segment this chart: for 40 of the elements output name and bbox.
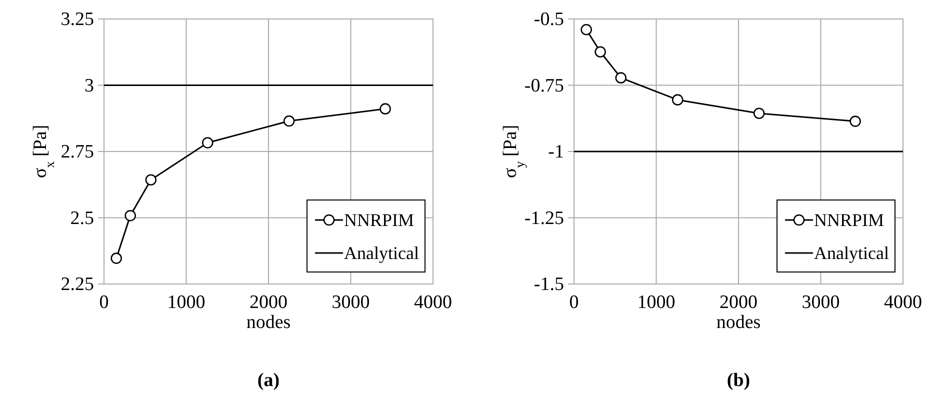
x-tick-label: 2000 [720, 292, 758, 313]
y-tick-label: 3 [84, 75, 94, 96]
x-axis-title: nodes [246, 312, 291, 333]
y-tick-label: 2.5 [70, 208, 94, 229]
x-tick-label: 4000 [414, 292, 452, 313]
y-tick-label: -1.5 [534, 274, 564, 295]
x-tick-label: 3000 [332, 292, 370, 313]
point [594, 46, 606, 58]
point [672, 94, 684, 106]
point [580, 24, 592, 36]
y-tick-label: -1 [548, 142, 564, 162]
x-axis-title: nodes [716, 312, 761, 333]
y-tick-label: 3.25 [60, 9, 94, 30]
x-tick-label: 0 [569, 292, 579, 313]
x-tick-label: 0 [99, 292, 109, 313]
point [202, 137, 214, 148]
point [380, 103, 391, 114]
x-tick-label: 3000 [802, 292, 840, 313]
point [145, 174, 157, 186]
point [753, 108, 765, 119]
point [124, 210, 136, 222]
point [110, 252, 122, 264]
y-tick-label: -1.25 [524, 208, 564, 229]
legend-label: NNRPIM [814, 210, 884, 230]
legend-label: Analytical [344, 243, 419, 263]
text: (b) [726, 370, 750, 391]
point [850, 116, 861, 127]
x-tick-label: 1000 [637, 292, 676, 313]
point [615, 72, 627, 84]
x-tick-label: 2000 [250, 292, 288, 313]
y-tick-label: 2.75 [60, 142, 94, 162]
x-tick-label: 4000 [884, 292, 922, 313]
point [283, 115, 295, 127]
y-tick-label: -0.75 [524, 75, 564, 96]
y-tick-label: 2.25 [60, 274, 94, 295]
x-tick-label: 1000 [167, 292, 206, 313]
text: (a) [257, 370, 280, 391]
y-tick-label: -0.5 [534, 9, 564, 30]
legend-label: Analytical [814, 243, 889, 263]
legend-label: NNRPIM [344, 210, 414, 230]
